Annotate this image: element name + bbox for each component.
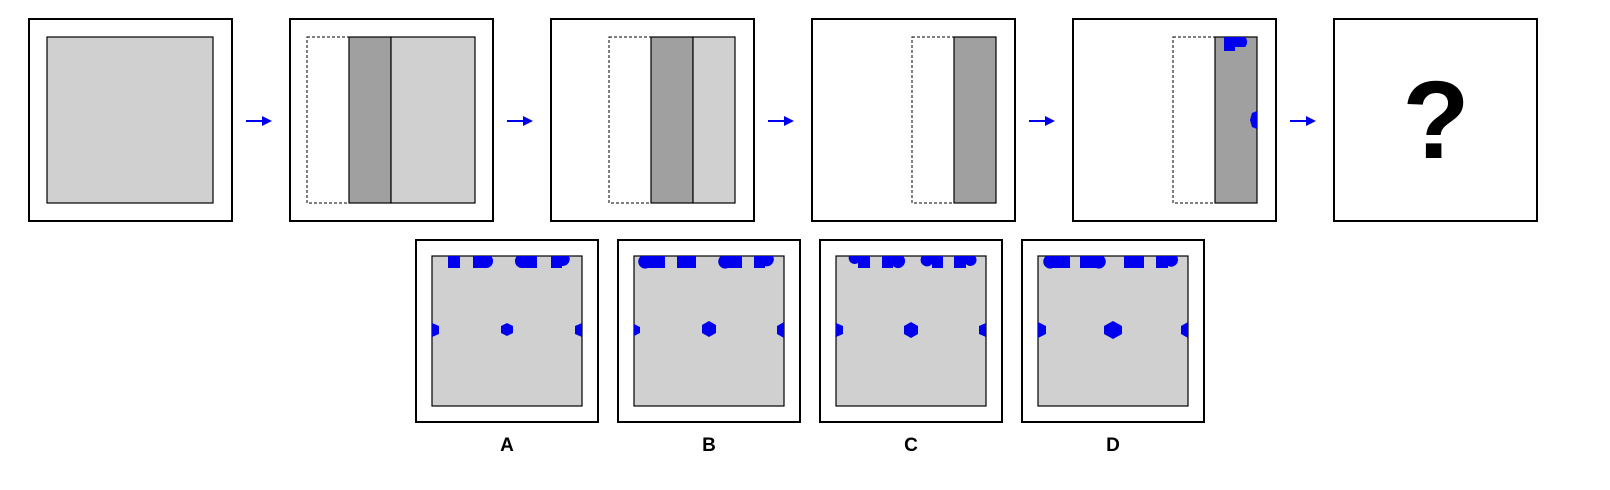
punched-hole [954, 256, 977, 268]
question-panel: ? [1333, 18, 1538, 222]
folded-flap [348, 36, 392, 204]
option-c[interactable]: C [819, 239, 1003, 456]
punched-hole [754, 256, 774, 268]
punched-hole [1156, 256, 1179, 268]
arrow-1 [246, 116, 272, 126]
option-label: C [904, 435, 918, 456]
option-label: D [1106, 435, 1120, 456]
punched-hole [1124, 256, 1144, 268]
step-1-panel [28, 18, 233, 222]
arrow-5 [1290, 116, 1316, 126]
punched-hole [1224, 37, 1248, 51]
arrow-3 [768, 116, 794, 126]
question-mark: ? [1402, 59, 1469, 182]
punched-hole [836, 323, 843, 337]
punched-hole [448, 256, 460, 268]
step-4-panel [811, 18, 1016, 222]
arrow-4 [1029, 116, 1055, 126]
option-b[interactable]: B [617, 239, 801, 456]
punched-hole [882, 256, 906, 269]
punched-hole [575, 323, 582, 337]
step-3-panel [550, 18, 755, 222]
punched-hole [848, 256, 870, 268]
punched-hole [979, 323, 986, 337]
arrow-2 [507, 116, 533, 126]
paper-sheet [692, 36, 736, 204]
option-label: B [702, 435, 716, 456]
punched-hole [1104, 321, 1122, 339]
option-d[interactable]: D [1021, 239, 1205, 456]
punched-hole [432, 323, 439, 337]
punched-hole [634, 324, 640, 336]
punched-hole [501, 323, 513, 336]
punched-hole [1181, 322, 1188, 338]
option-label: A [500, 435, 514, 456]
punched-hole [677, 256, 696, 268]
folded-flap [650, 36, 694, 204]
punched-hole [777, 322, 784, 338]
punched-hole [702, 321, 716, 337]
panel-frame [1333, 18, 1538, 222]
paper-sheet [46, 36, 214, 204]
step-5-panel [1072, 18, 1277, 222]
punched-hole [638, 256, 665, 269]
punched-hole [551, 256, 570, 268]
punched-hole [1038, 322, 1046, 338]
punched-hole [1080, 256, 1106, 269]
punched-hole [920, 256, 943, 268]
option-a[interactable]: A [415, 239, 599, 456]
punched-hole [1250, 111, 1257, 129]
folded-flap [953, 36, 997, 204]
punched-hole [904, 322, 918, 338]
punched-hole [1043, 256, 1070, 269]
step-2-panel [289, 18, 494, 222]
punched-hole [514, 256, 537, 269]
paper-sheet [390, 36, 476, 204]
punched-hole [718, 256, 742, 269]
punched-hole [473, 256, 494, 269]
